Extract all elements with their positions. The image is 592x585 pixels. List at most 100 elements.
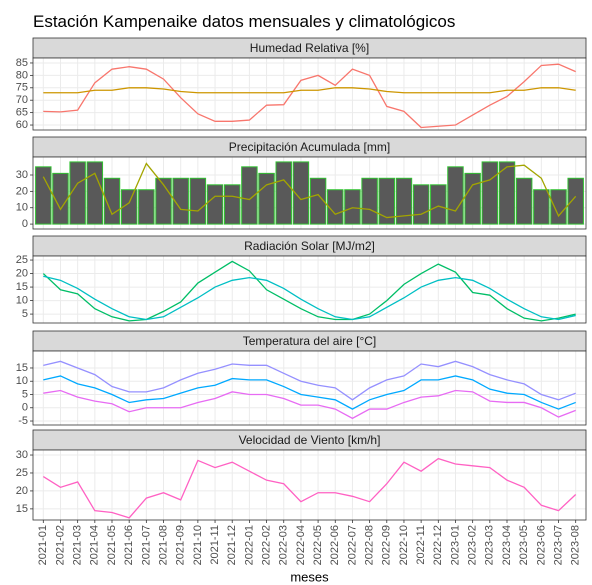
x-tick-label: 2021-09 bbox=[175, 525, 187, 565]
bar bbox=[378, 177, 396, 225]
y-tick-label: 10 bbox=[16, 202, 28, 214]
chart-title: Estación Kampenaike datos mensuales y cl… bbox=[33, 12, 455, 31]
y-tick-label: 60 bbox=[16, 119, 28, 131]
line bbox=[43, 275, 576, 321]
x-tick-label: 2021-06 bbox=[123, 525, 135, 565]
bar bbox=[515, 177, 533, 225]
bar bbox=[223, 184, 241, 225]
bar bbox=[292, 161, 310, 225]
y-tick-label: 10 bbox=[16, 375, 28, 387]
bar bbox=[138, 189, 155, 225]
y-tick-label: 0 bbox=[22, 218, 28, 230]
y-tick-label: 15 bbox=[16, 503, 28, 515]
x-tick-label: 2023-05 bbox=[518, 525, 530, 565]
y-tick-label: 15 bbox=[16, 362, 28, 374]
bar bbox=[412, 184, 430, 225]
y-tick-label: 70 bbox=[16, 94, 28, 106]
bar bbox=[567, 177, 584, 225]
y-tick-label: 25 bbox=[16, 254, 28, 266]
bar bbox=[35, 166, 52, 225]
bar bbox=[120, 189, 138, 225]
y-tick-label: 20 bbox=[16, 267, 28, 279]
x-tick-label: 2022-08 bbox=[364, 525, 376, 565]
y-tick-label: 5 bbox=[22, 388, 28, 400]
line bbox=[43, 389, 576, 420]
x-tick-label: 2021-04 bbox=[89, 525, 101, 565]
y-tick-label: 65 bbox=[16, 107, 28, 119]
x-tick-label: 2023-03 bbox=[484, 525, 496, 565]
bar bbox=[172, 177, 189, 225]
panel-title: Velocidad de Viento [km/h] bbox=[239, 433, 381, 447]
panel-title: Radiación Solar [MJ/m2] bbox=[244, 239, 375, 253]
bar bbox=[69, 161, 86, 225]
plot-area bbox=[33, 351, 586, 425]
x-tick-label: 2022-12 bbox=[432, 525, 444, 565]
x-tick-label: 2021-11 bbox=[209, 525, 221, 565]
x-tick-label: 2021-01 bbox=[37, 525, 49, 565]
bar bbox=[447, 166, 464, 225]
bar bbox=[275, 161, 292, 225]
x-tick-label: 2022-04 bbox=[295, 525, 307, 565]
panel-border bbox=[32, 57, 587, 131]
x-tick-label: 2021-10 bbox=[192, 525, 204, 565]
x-tick-label: 2021-03 bbox=[72, 525, 84, 565]
x-tick-label: 2023-02 bbox=[467, 525, 479, 565]
line bbox=[43, 87, 576, 94]
bar bbox=[189, 177, 207, 225]
bar bbox=[327, 189, 344, 225]
bar bbox=[241, 166, 258, 225]
y-tick-label: 10 bbox=[16, 294, 28, 306]
plot-area bbox=[33, 58, 586, 130]
bar bbox=[344, 189, 361, 225]
line bbox=[43, 375, 576, 410]
x-tick-label: 2021-05 bbox=[106, 525, 118, 565]
bar bbox=[498, 161, 516, 225]
x-tick-label: 2023-01 bbox=[449, 525, 461, 565]
x-tick-label: 2021-07 bbox=[140, 525, 152, 565]
panel-title: Precipitación Acumulada [mm] bbox=[229, 140, 390, 154]
bar bbox=[309, 177, 327, 225]
panel-title: Temperatura del aire [°C] bbox=[243, 334, 377, 348]
bar bbox=[481, 161, 499, 225]
y-tick-label: 5 bbox=[22, 308, 28, 320]
y-tick-label: -5 bbox=[18, 415, 28, 427]
y-tick-label: 15 bbox=[16, 281, 28, 293]
bar bbox=[258, 172, 275, 225]
y-tick-label: 20 bbox=[16, 185, 28, 197]
x-tick-label: 2023-07 bbox=[552, 525, 564, 565]
bar bbox=[86, 161, 104, 225]
y-tick-label: 30 bbox=[16, 449, 28, 461]
x-tick-label: 2022-06 bbox=[329, 525, 341, 565]
panel-title: Humedad Relativa [%] bbox=[250, 41, 369, 55]
x-tick-label: 2022-09 bbox=[381, 525, 393, 565]
x-tick-label: 2022-02 bbox=[260, 525, 272, 565]
bar bbox=[550, 189, 567, 225]
x-tick-label: 2023-04 bbox=[501, 525, 513, 565]
y-tick-label: 0 bbox=[22, 402, 28, 414]
x-tick-label: 2021-12 bbox=[226, 525, 238, 565]
bar bbox=[533, 189, 550, 225]
y-tick-label: 20 bbox=[16, 485, 28, 497]
bar bbox=[464, 172, 481, 225]
line bbox=[43, 63, 576, 129]
y-tick-label: 30 bbox=[16, 169, 28, 181]
x-axis-label: meses bbox=[290, 569, 329, 584]
bar bbox=[103, 177, 121, 225]
x-tick-label: 2022-11 bbox=[415, 525, 427, 565]
x-tick-label: 2023-06 bbox=[535, 525, 547, 565]
y-tick-label: 80 bbox=[16, 69, 28, 81]
y-tick-label: 75 bbox=[16, 82, 28, 94]
plot-area bbox=[33, 450, 586, 520]
panel-border bbox=[32, 449, 587, 521]
panel-border bbox=[32, 156, 587, 230]
bar bbox=[206, 184, 224, 225]
y-tick-label: 25 bbox=[16, 467, 28, 479]
line bbox=[42, 457, 577, 519]
line bbox=[43, 360, 576, 401]
panel-border bbox=[32, 350, 587, 426]
x-tick-label: 2022-05 bbox=[312, 525, 324, 565]
plot-area bbox=[33, 256, 586, 323]
x-tick-label: 2023-08 bbox=[570, 525, 582, 565]
bar bbox=[395, 177, 413, 225]
